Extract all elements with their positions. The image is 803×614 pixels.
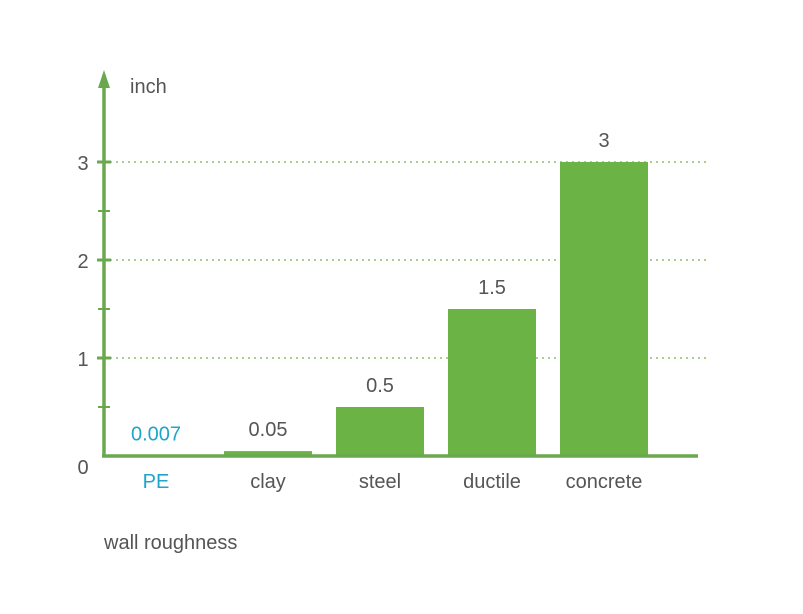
- category-label-ductile: ductile: [463, 471, 521, 493]
- y-tick-label: 0: [77, 457, 88, 479]
- y-tick-label: 3: [77, 153, 88, 175]
- bar-steel: [336, 407, 424, 456]
- bar-clay: [224, 451, 312, 456]
- category-label-steel: steel: [359, 471, 401, 493]
- y-ticks: 0 1 2 3: [77, 153, 111, 479]
- category-label-concrete: concrete: [566, 471, 643, 493]
- bars: 0.007 PE 0.05 clay 0.5 steel 1.5 ductile 3 concre…: [112, 130, 648, 493]
- category-label-clay: clay: [250, 471, 286, 493]
- y-tick-label: 1: [77, 349, 88, 371]
- bar-concrete: [560, 162, 648, 456]
- data-label-ductile: 1.5: [478, 277, 506, 299]
- data-label-PE: 0.007: [131, 423, 181, 445]
- y-tick-label: 2: [77, 251, 88, 273]
- category-label-PE: PE: [143, 471, 170, 493]
- data-label-clay: 0.05: [249, 419, 288, 441]
- labels: inch wall roughness: [103, 76, 237, 554]
- axes: [98, 70, 698, 458]
- y-axis-arrow-icon: [98, 70, 110, 88]
- bar-ductile: [448, 309, 536, 456]
- data-label-steel: 0.5: [366, 375, 394, 397]
- y-axis-unit-label: inch: [130, 76, 167, 98]
- x-axis-title: wall roughness: [103, 532, 237, 554]
- data-label-concrete: 3: [598, 130, 609, 152]
